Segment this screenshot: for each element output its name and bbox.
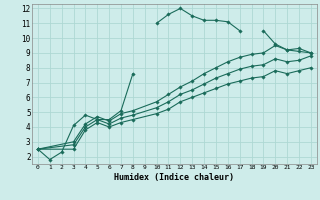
X-axis label: Humidex (Indice chaleur): Humidex (Indice chaleur) [115,173,234,182]
